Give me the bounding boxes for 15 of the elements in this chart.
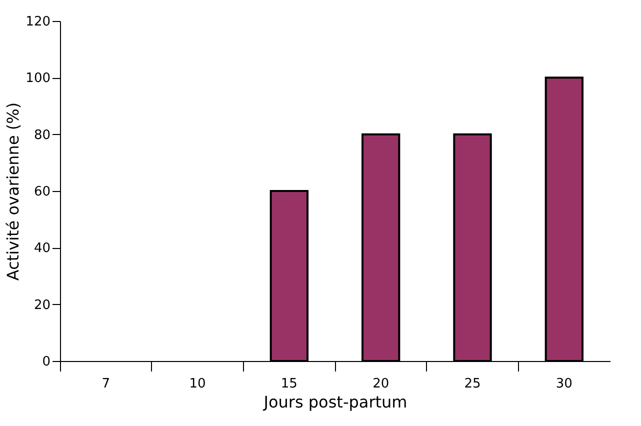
y-tick-label: 80: [34, 128, 50, 143]
y-tick-label: 100: [26, 71, 50, 86]
y-tick-label: 20: [34, 298, 50, 313]
y-tick-label: 40: [34, 241, 50, 256]
x-tick-label: 7: [102, 376, 110, 392]
x-tick-label: 10: [189, 376, 206, 392]
x-axis-title: Jours post-partum: [262, 392, 408, 412]
x-tick-label: 30: [556, 376, 572, 392]
y-tick-label: 60: [34, 184, 50, 200]
y-tick-label: 0: [42, 354, 50, 370]
x-tick-label: 20: [372, 376, 390, 392]
x-tick-label: 15: [280, 376, 298, 392]
y-tick-label: 120: [26, 14, 50, 30]
x-tick-label: 25: [464, 376, 481, 392]
y-axis-title: Activité ovarienne (%): [4, 102, 23, 281]
